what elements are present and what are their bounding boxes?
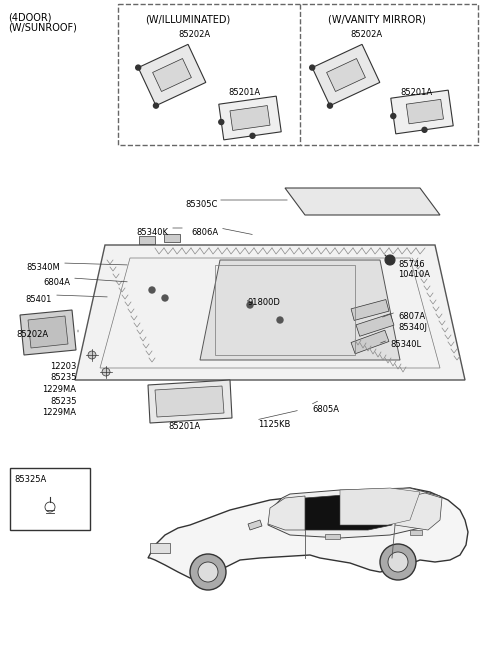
Text: 6807A: 6807A <box>398 312 425 321</box>
Circle shape <box>247 302 253 308</box>
Text: 91800D: 91800D <box>248 298 281 307</box>
Polygon shape <box>138 45 206 106</box>
Text: 6804A: 6804A <box>43 278 70 287</box>
Text: 6805A: 6805A <box>312 405 339 414</box>
Circle shape <box>102 368 110 376</box>
Text: 85340J: 85340J <box>398 323 427 332</box>
Text: 6806A: 6806A <box>191 228 218 237</box>
Circle shape <box>149 287 155 293</box>
Polygon shape <box>20 310 76 355</box>
Polygon shape <box>268 488 440 538</box>
Text: 85201A: 85201A <box>400 88 432 97</box>
Text: 1229MA: 1229MA <box>42 385 76 394</box>
Polygon shape <box>155 386 224 417</box>
Polygon shape <box>326 58 365 91</box>
Text: 85202A: 85202A <box>350 30 382 39</box>
Polygon shape <box>312 45 380 106</box>
Circle shape <box>391 113 396 119</box>
Bar <box>410 530 422 535</box>
Text: 85202A: 85202A <box>178 30 210 39</box>
Polygon shape <box>268 496 305 530</box>
Text: (W/SUNROOF): (W/SUNROOF) <box>8 22 77 32</box>
Bar <box>325 534 340 539</box>
Polygon shape <box>340 488 420 525</box>
Text: 85305C: 85305C <box>186 200 218 209</box>
Bar <box>10 468 90 530</box>
Polygon shape <box>200 260 400 360</box>
Text: (W/ILLUMINATED): (W/ILLUMINATED) <box>145 14 230 24</box>
Circle shape <box>388 552 408 572</box>
Text: 85746: 85746 <box>398 260 425 269</box>
Text: (4DOOR): (4DOOR) <box>8 12 51 22</box>
Polygon shape <box>351 300 389 320</box>
Text: 85201A: 85201A <box>228 88 260 97</box>
Polygon shape <box>75 245 465 380</box>
Polygon shape <box>28 316 68 348</box>
Polygon shape <box>351 330 389 354</box>
Circle shape <box>219 119 224 125</box>
Circle shape <box>154 103 158 108</box>
Circle shape <box>198 562 218 582</box>
Circle shape <box>190 554 226 590</box>
Circle shape <box>136 65 141 70</box>
Circle shape <box>88 351 96 359</box>
Text: 85235: 85235 <box>50 397 76 406</box>
Bar <box>118 4 478 145</box>
Bar <box>215 265 355 355</box>
Text: 85235: 85235 <box>50 373 76 382</box>
Polygon shape <box>356 314 394 337</box>
Polygon shape <box>139 236 155 244</box>
Text: 85202A: 85202A <box>16 330 48 339</box>
Polygon shape <box>153 58 192 91</box>
Circle shape <box>380 544 416 580</box>
Polygon shape <box>406 99 444 124</box>
Text: 85340M: 85340M <box>26 263 60 272</box>
Polygon shape <box>391 90 453 134</box>
Text: 10410A: 10410A <box>398 270 430 279</box>
Text: 1229MA: 1229MA <box>42 408 76 417</box>
Polygon shape <box>290 493 395 530</box>
Polygon shape <box>164 234 180 242</box>
Circle shape <box>422 127 427 133</box>
Circle shape <box>310 65 315 70</box>
Text: 85401: 85401 <box>25 295 52 304</box>
Circle shape <box>250 133 255 138</box>
Text: 85340L: 85340L <box>390 340 421 349</box>
Polygon shape <box>219 96 281 140</box>
Text: 85201A: 85201A <box>168 422 200 431</box>
Polygon shape <box>230 106 270 131</box>
Circle shape <box>162 295 168 301</box>
Text: 85325A: 85325A <box>14 475 46 484</box>
Circle shape <box>385 255 395 265</box>
Text: 1125KB: 1125KB <box>258 420 290 429</box>
Text: 12203: 12203 <box>50 362 76 371</box>
Polygon shape <box>248 520 262 530</box>
Text: 85340K: 85340K <box>136 228 168 237</box>
Bar <box>150 543 170 553</box>
Polygon shape <box>395 493 442 530</box>
Polygon shape <box>148 380 232 423</box>
Polygon shape <box>148 488 468 578</box>
Circle shape <box>277 317 283 323</box>
Circle shape <box>327 103 333 108</box>
Text: (W/VANITY MIRROR): (W/VANITY MIRROR) <box>328 14 426 24</box>
Polygon shape <box>285 188 440 215</box>
